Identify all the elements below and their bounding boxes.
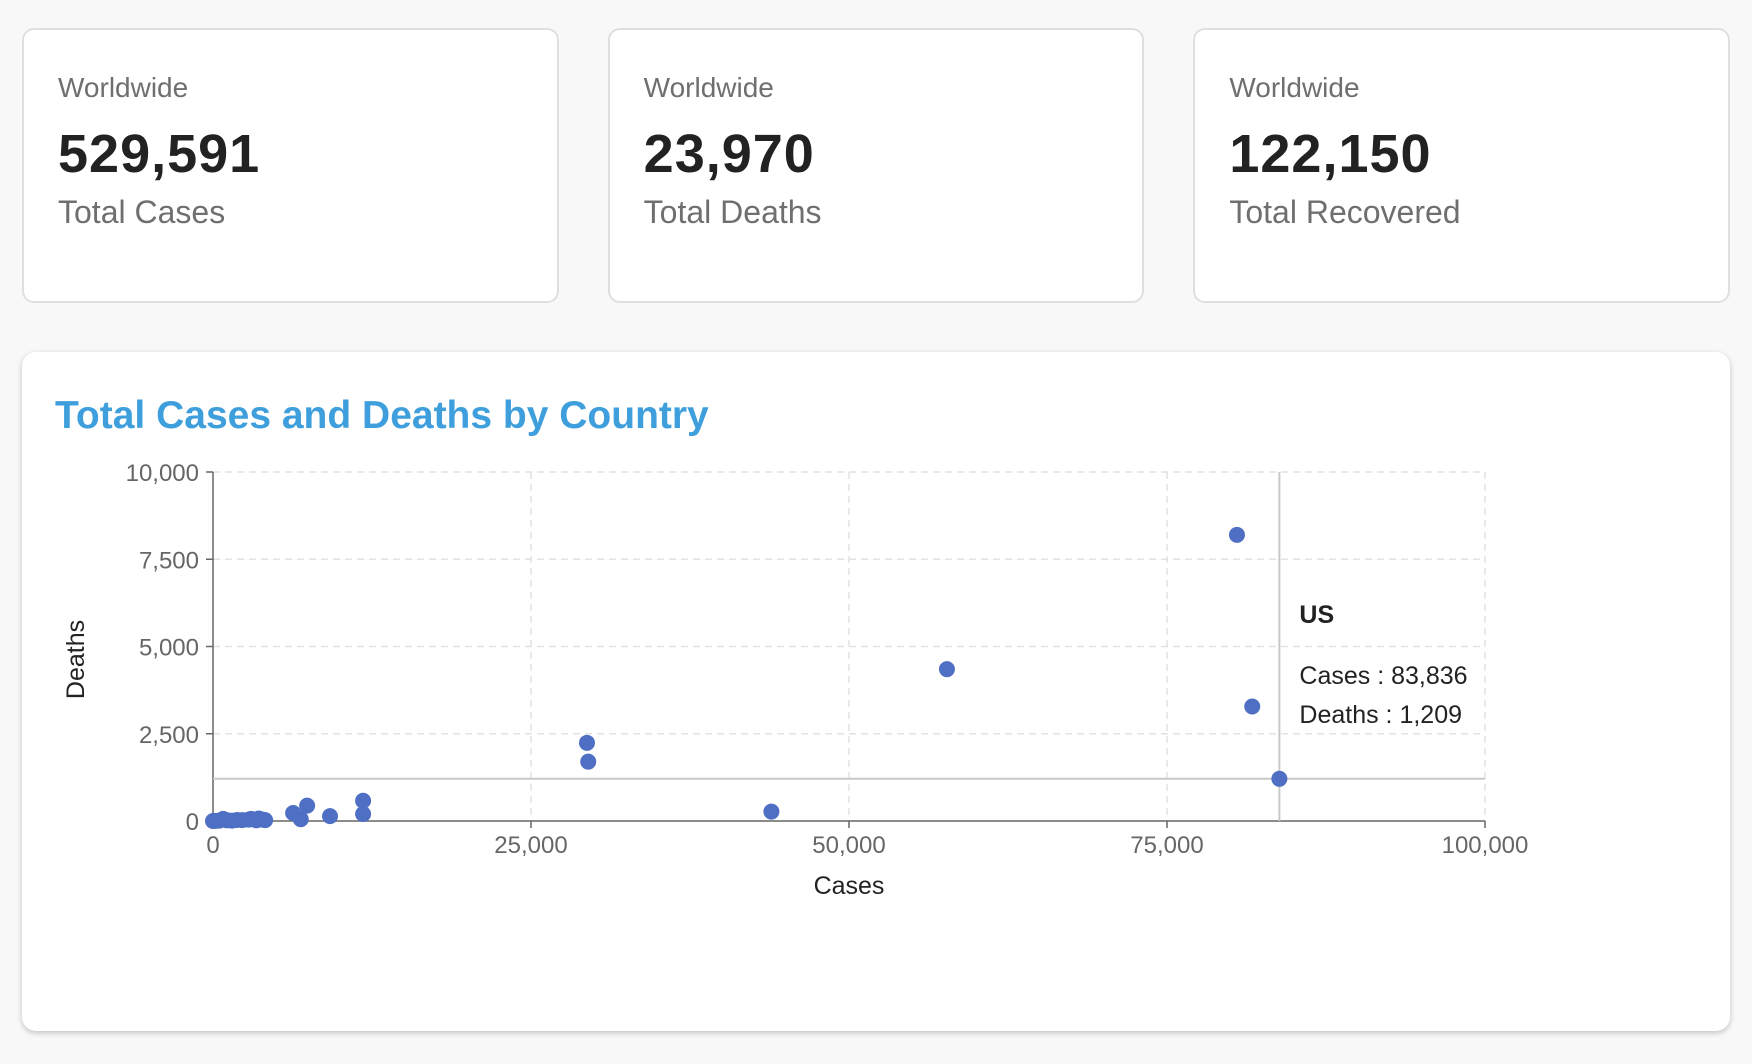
total-recovered-card: Worldwide 122,150 Total Recovered (1193, 28, 1731, 303)
tooltip-cases: Cases : 83,836 (1299, 662, 1467, 690)
x-tick-label: 25,000 (494, 832, 567, 859)
data-point[interactable] (938, 661, 955, 678)
x-tick-label: 0 (206, 832, 219, 859)
y-tick-label: 5,000 (139, 635, 199, 662)
y-tick-label: 10,000 (126, 460, 199, 487)
y-tick-label: 2,500 (139, 722, 199, 749)
card-kicker: Worldwide (643, 72, 774, 103)
x-tick-label: 75,000 (1130, 832, 1203, 859)
card-kicker: Worldwide (1229, 72, 1360, 103)
x-tick-label: 100,000 (1442, 832, 1529, 859)
data-point[interactable] (322, 808, 339, 825)
total-cases-card: Worldwide 529,591 Total Cases (22, 28, 559, 303)
total-deaths-label: Total Deaths (643, 194, 822, 230)
total-cases-label: Total Cases (58, 194, 226, 230)
y-tick-label: 0 (186, 809, 199, 836)
scatter-chart[interactable]: 0 25,000 50,000 75,000 100,000 0 2,500 5,000 7,5… (22, 352, 1730, 1031)
total-deaths-value: 23,970 (643, 124, 815, 184)
data-point[interactable] (355, 792, 372, 809)
data-point[interactable] (257, 812, 274, 829)
total-recovered-label: Total Recovered (1229, 194, 1461, 230)
tooltip-title: US (1299, 601, 1334, 629)
data-point[interactable] (763, 803, 780, 820)
card-kicker: Worldwide (58, 72, 189, 103)
data-point[interactable] (580, 753, 597, 770)
y-axis-label: Deaths (62, 620, 90, 699)
y-tick-label: 7,500 (139, 547, 199, 574)
summary-cards: Worldwide 529,591 Total Cases Worldwide … (22, 28, 1731, 303)
tooltip-deaths: Deaths : 1,209 (1299, 701, 1462, 729)
total-cases-value: 529,591 (58, 124, 261, 184)
total-deaths-card: Worldwide 23,970 Total Deaths (607, 28, 1145, 303)
data-point[interactable] (578, 734, 595, 751)
chart-card: Total Cases and Deaths by Country 0 25,00… (22, 352, 1730, 1031)
chart-title: Total Cases and Deaths by Country (55, 394, 709, 437)
total-recovered-value: 122,150 (1229, 124, 1432, 184)
data-point[interactable] (1271, 770, 1288, 787)
data-point[interactable] (299, 797, 316, 814)
data-point[interactable] (355, 806, 372, 823)
data-point[interactable] (1244, 698, 1261, 715)
x-tick-label: 50,000 (812, 832, 885, 859)
data-point[interactable] (1228, 526, 1245, 543)
x-axis-label: Cases (814, 872, 885, 900)
data-point[interactable] (292, 811, 309, 828)
